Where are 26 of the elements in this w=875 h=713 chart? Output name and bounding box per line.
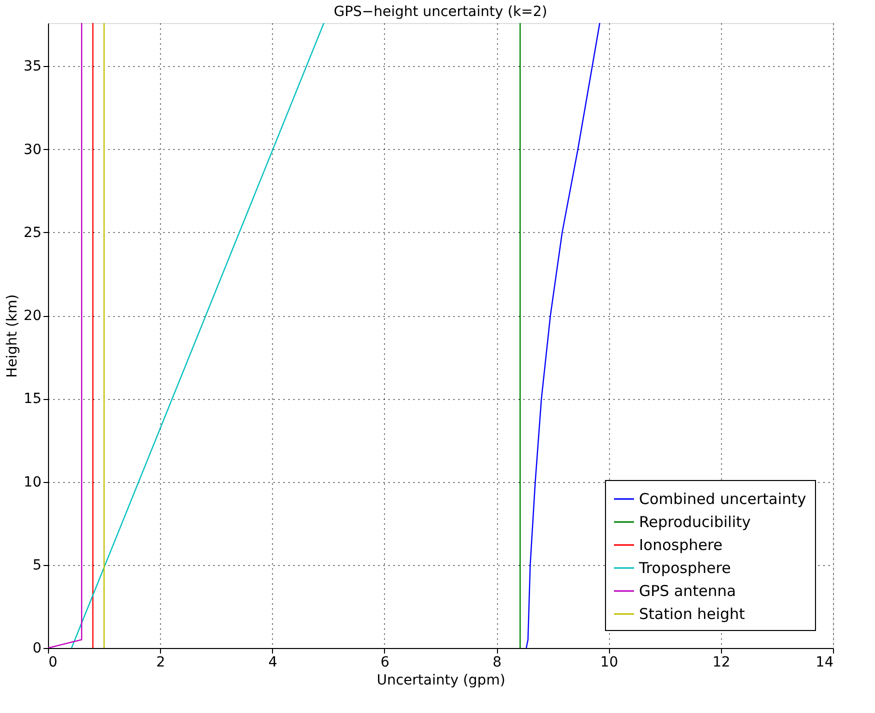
legend-label: Troposphere (638, 559, 731, 577)
x-tick-label: 4 (268, 654, 278, 670)
legend-label: Reproducibility (639, 513, 751, 531)
legend-label: GPS antenna (639, 582, 736, 600)
x-tick-label: 8 (492, 654, 502, 670)
y-tick-label: 10 (24, 474, 42, 490)
y-tick-label: 25 (24, 224, 42, 241)
y-tick-label: 30 (24, 142, 42, 158)
x-tick-label: 12 (712, 654, 730, 670)
y-tick-label: 0 (32, 640, 42, 656)
x-tick-label: 2 (156, 654, 166, 670)
legend-label: Combined uncertainty (639, 490, 806, 508)
x-tick-label: 14 (816, 654, 834, 670)
chart-title: GPS−height uncertainty (k=2) (334, 4, 548, 20)
y-tick-label: 5 (32, 557, 42, 574)
y-tick-label: 35 (24, 58, 42, 75)
y-tick-label: 15 (24, 391, 42, 408)
legend-label: Station height (639, 605, 746, 623)
x-tick-label: 6 (380, 654, 390, 670)
x-tick-label: 10 (600, 654, 618, 670)
y-axis-title: Height (km) (4, 294, 21, 378)
y-tick-label: 20 (24, 308, 42, 324)
x-axis-title: Uncertainty (gpm) (376, 672, 506, 688)
line-series (526, 23, 600, 648)
x-tick-label: 0 (48, 654, 58, 670)
legend-label: Ionosphere (639, 536, 722, 554)
